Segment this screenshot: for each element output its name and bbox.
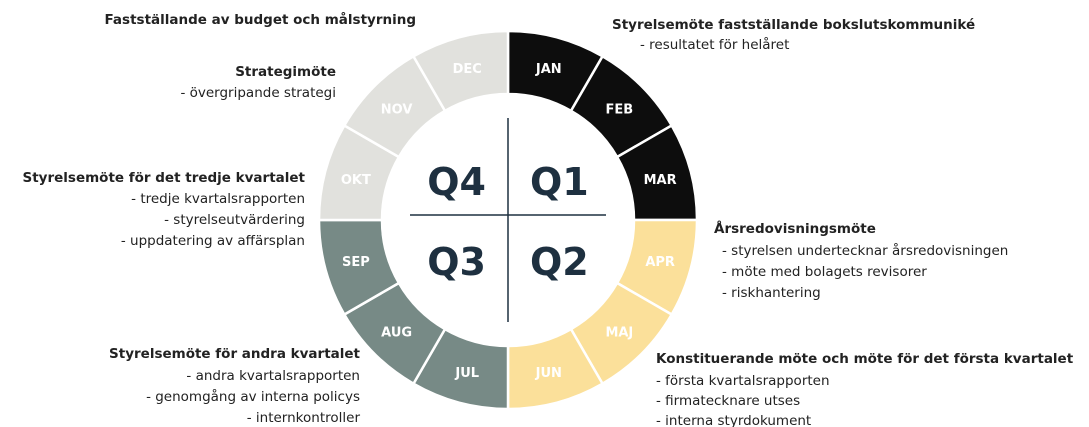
month-label: DEC [453, 62, 482, 77]
month-label: JAN [535, 62, 562, 77]
month-label: JUN [535, 366, 562, 381]
month-label: MAJ [605, 325, 633, 340]
month-label: MAR [644, 173, 677, 188]
annotation-item: - andra kvartalsrapporten [186, 368, 360, 384]
month-segment [411, 29, 510, 113]
annotation-title: Styrelsemöte fastställande bokslutskommu… [612, 17, 975, 33]
annotation-item: - tredje kvartalsrapporten [131, 191, 305, 207]
annotation-title: Styrelsemöte för det tredje kvartalet [23, 170, 306, 186]
annotation-title: Fastställande av budget och målstyrning [105, 11, 417, 28]
annotation-item: - resultatet för helåret [640, 36, 789, 53]
wheel: JAN FEB MAR APR MAJ JUN JUL AUG SEP OKT NOV DEC [317, 29, 699, 411]
annotation-item: - styrelseutvärdering [164, 212, 305, 228]
month-label: OKT [341, 173, 371, 188]
month-label: JUL [454, 366, 479, 381]
quarter-label: Q4 [427, 160, 486, 204]
annotation-item: - uppdatering av affärsplan [121, 233, 305, 249]
month-label: AUG [381, 325, 412, 340]
quarter-label: Q3 [427, 240, 486, 284]
annotation-item: - genomgång av interna policys [146, 388, 360, 405]
annotation-item: - riskhantering [722, 285, 821, 301]
annotation-item: - möte med bolagets revisorer [722, 264, 927, 280]
annotation-item: - övergripande strategi [180, 85, 336, 101]
annotation-title: Årsredovisningsmöte [714, 220, 876, 237]
quarter-label: Q2 [530, 240, 589, 284]
annotation-item: - första kvartalsrapporten [656, 373, 830, 389]
annotation-title: Strategimöte [235, 64, 336, 80]
annotations: Fastställande av budget och målstyrning S… [23, 11, 1074, 427]
annotation-item: - internkontroller [247, 410, 361, 426]
annotation-item: - styrelsen undertecknar årsredovisninge… [722, 242, 1008, 259]
annotation-item: - firmatecknare utses [656, 393, 800, 409]
month-label: SEP [342, 255, 370, 270]
annotation-title: Styrelsemöte för andra kvartalet [109, 346, 361, 362]
quarter-label: Q1 [530, 160, 589, 204]
month-label: APR [645, 255, 675, 270]
annotation-title: Konstituerande möte och möte för det för… [656, 351, 1074, 367]
annotation-item: - interna styrdokument [656, 413, 811, 427]
month-label: NOV [381, 103, 413, 118]
month-label: FEB [606, 103, 634, 118]
